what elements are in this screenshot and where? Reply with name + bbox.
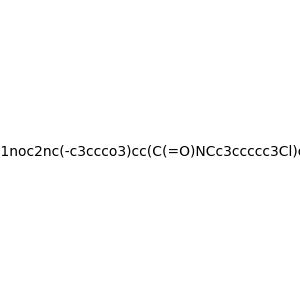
Text: Cc1noc2nc(-c3ccco3)cc(C(=O)NCc3ccccc3Cl)c12: Cc1noc2nc(-c3ccco3)cc(C(=O)NCc3ccccc3Cl)… [0,145,300,158]
